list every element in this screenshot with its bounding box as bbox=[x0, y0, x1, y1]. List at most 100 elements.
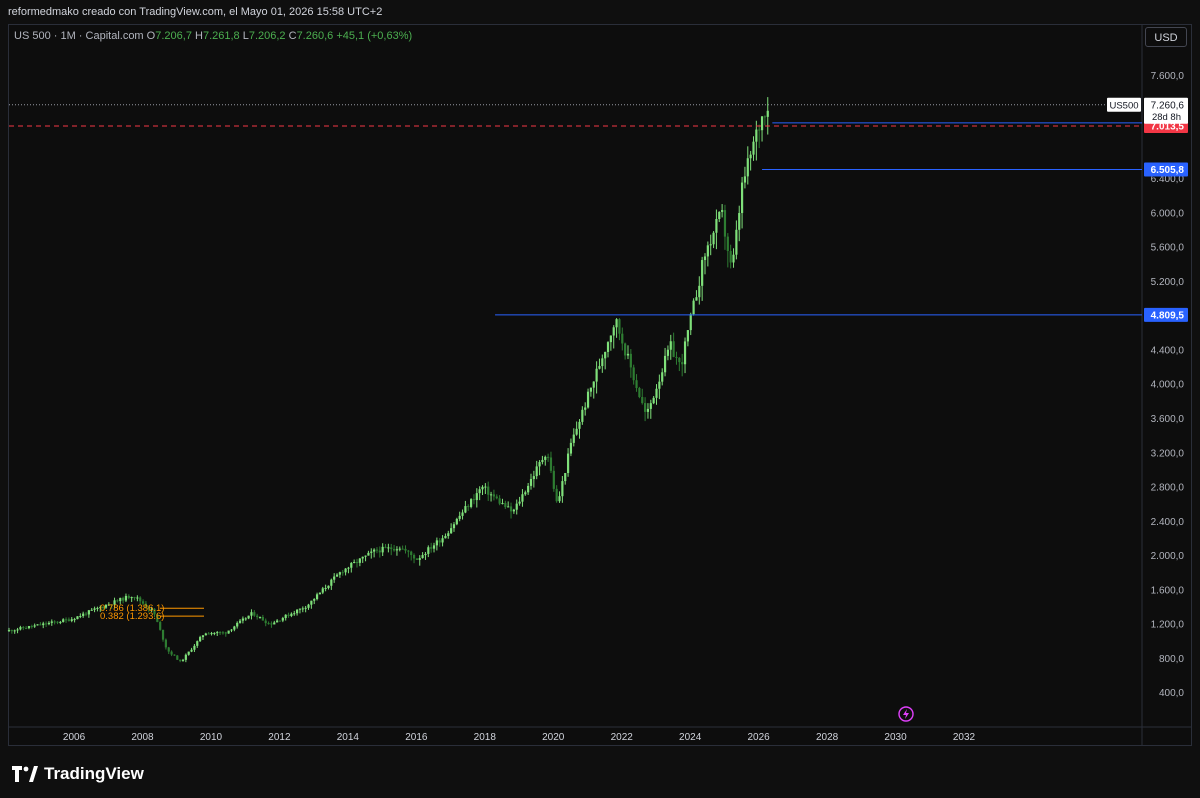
y-tick-label: 2.800,0 bbox=[1151, 483, 1185, 494]
candle bbox=[435, 537, 438, 551]
candle-body bbox=[458, 515, 461, 519]
candle-body bbox=[256, 615, 259, 618]
candle-body bbox=[644, 403, 647, 412]
candle bbox=[361, 556, 364, 563]
candle bbox=[412, 553, 416, 564]
candle bbox=[661, 368, 664, 386]
candle bbox=[681, 353, 684, 377]
candle bbox=[33, 623, 36, 628]
y-tick-label: 1.200,0 bbox=[1151, 620, 1185, 631]
candle-body bbox=[549, 457, 553, 471]
candle bbox=[450, 523, 453, 534]
y-tick-label: 6.400,0 bbox=[1151, 174, 1185, 185]
candle-body bbox=[586, 391, 590, 408]
candle bbox=[204, 632, 207, 636]
candle bbox=[167, 646, 170, 655]
candle bbox=[424, 551, 427, 560]
tradingview-brand: TradingView bbox=[12, 764, 144, 784]
chart-frame[interactable] bbox=[8, 24, 1192, 746]
candle bbox=[549, 451, 553, 474]
candle-body bbox=[544, 456, 547, 460]
candle bbox=[632, 364, 635, 385]
candle-body bbox=[578, 421, 581, 429]
candle bbox=[93, 606, 96, 613]
candle bbox=[258, 616, 262, 619]
candle-body bbox=[67, 619, 71, 621]
candle bbox=[22, 625, 25, 631]
y-tick-label: 5.600,0 bbox=[1151, 243, 1185, 254]
candle bbox=[378, 546, 381, 558]
candle bbox=[187, 651, 190, 656]
candle bbox=[193, 643, 196, 653]
candle-body bbox=[324, 588, 327, 590]
candle-body bbox=[76, 616, 79, 620]
candle-body bbox=[658, 381, 661, 389]
candle-body bbox=[56, 621, 59, 623]
candle bbox=[758, 124, 761, 149]
candle bbox=[104, 604, 108, 609]
candle-body bbox=[489, 494, 493, 496]
candle-body bbox=[732, 254, 735, 263]
currency-button[interactable]: USD bbox=[1145, 27, 1187, 47]
candle bbox=[475, 488, 478, 508]
x-tick-label: 2018 bbox=[474, 732, 497, 743]
candle bbox=[572, 428, 575, 447]
candle-body bbox=[652, 397, 655, 404]
candle bbox=[658, 374, 661, 400]
candle-body bbox=[626, 353, 630, 356]
candle-body bbox=[692, 300, 695, 315]
candle bbox=[472, 494, 476, 505]
candle-body bbox=[193, 645, 196, 650]
candle bbox=[569, 438, 573, 457]
candle-body bbox=[612, 327, 615, 336]
candle-body bbox=[487, 486, 490, 495]
candle bbox=[238, 619, 242, 624]
x-tick-label: 2016 bbox=[405, 732, 428, 743]
candle-body bbox=[738, 213, 741, 230]
candle bbox=[646, 403, 650, 419]
candle bbox=[726, 233, 729, 268]
candle-body bbox=[686, 330, 689, 342]
candle bbox=[241, 616, 245, 624]
candle bbox=[666, 345, 670, 361]
candle-body bbox=[424, 553, 427, 556]
candle-body bbox=[609, 335, 612, 343]
candle bbox=[447, 530, 450, 539]
candle-body bbox=[618, 319, 621, 334]
candle-body bbox=[53, 621, 56, 623]
candle-body bbox=[364, 555, 367, 557]
candle bbox=[629, 349, 632, 378]
candle bbox=[464, 500, 467, 514]
candle bbox=[298, 608, 302, 614]
fib-label: 0.382 (1.293.6) bbox=[100, 611, 164, 622]
candle-body bbox=[726, 236, 729, 251]
candle-body bbox=[572, 434, 575, 443]
candle bbox=[538, 460, 541, 476]
candle bbox=[250, 609, 253, 620]
candle bbox=[119, 597, 122, 605]
candle bbox=[218, 631, 222, 636]
candle-body bbox=[295, 609, 299, 614]
candle-body bbox=[355, 562, 359, 564]
candle bbox=[695, 290, 698, 301]
candle-body bbox=[681, 362, 684, 365]
candle bbox=[70, 617, 73, 623]
y-tick-label: 1.600,0 bbox=[1151, 585, 1185, 596]
candle bbox=[558, 491, 561, 503]
candle-body bbox=[649, 403, 652, 409]
candle bbox=[678, 357, 681, 372]
candle bbox=[96, 606, 99, 612]
candle-body bbox=[706, 245, 709, 257]
candle bbox=[102, 605, 105, 611]
candle bbox=[498, 495, 501, 506]
candle-body bbox=[592, 381, 595, 388]
candle-body bbox=[475, 493, 478, 501]
candle bbox=[261, 614, 264, 621]
candle bbox=[421, 552, 424, 559]
candle-body bbox=[495, 496, 498, 499]
candle bbox=[518, 496, 521, 506]
candle-body bbox=[33, 625, 36, 627]
candle-body bbox=[261, 617, 264, 621]
candle-body bbox=[84, 613, 88, 615]
